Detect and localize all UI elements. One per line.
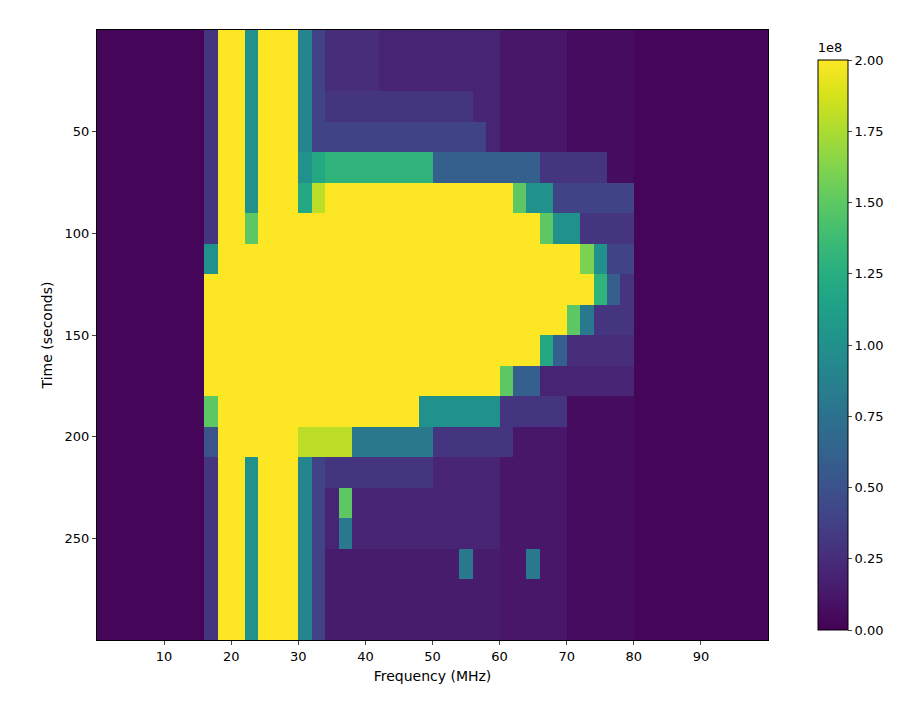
svg-text:1.75: 1.75: [855, 124, 884, 139]
svg-text:Time (seconds): Time (seconds): [39, 282, 55, 390]
svg-text:2.00: 2.00: [855, 53, 884, 68]
svg-text:1.00: 1.00: [855, 338, 884, 353]
svg-text:0.25: 0.25: [855, 551, 884, 566]
svg-text:0.00: 0.00: [855, 623, 884, 638]
svg-text:100: 100: [65, 226, 90, 241]
svg-text:40: 40: [357, 649, 374, 664]
svg-text:50: 50: [424, 649, 441, 664]
svg-text:50: 50: [73, 124, 90, 139]
svg-text:1e8: 1e8: [818, 40, 843, 55]
svg-text:80: 80: [626, 649, 643, 664]
svg-text:70: 70: [558, 649, 575, 664]
svg-text:150: 150: [65, 328, 90, 343]
svg-text:20: 20: [223, 649, 240, 664]
svg-text:60: 60: [491, 649, 508, 664]
svg-text:0.75: 0.75: [855, 409, 884, 424]
svg-text:Frequency (MHz): Frequency (MHz): [374, 668, 492, 684]
svg-text:1.25: 1.25: [855, 266, 884, 281]
svg-text:1.50: 1.50: [855, 195, 884, 210]
svg-text:10: 10: [156, 649, 173, 664]
svg-text:200: 200: [65, 429, 90, 444]
svg-text:0.50: 0.50: [855, 480, 884, 495]
svg-text:250: 250: [65, 531, 90, 546]
svg-text:30: 30: [290, 649, 307, 664]
svg-text:90: 90: [693, 649, 710, 664]
